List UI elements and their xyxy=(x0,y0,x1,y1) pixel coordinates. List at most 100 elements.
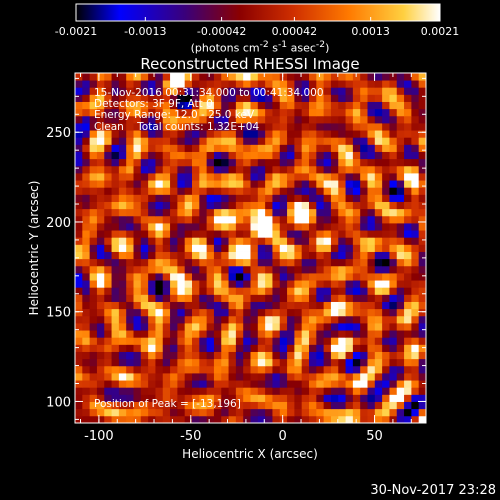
heatmap-pixel xyxy=(360,123,368,131)
heatmap-pixel xyxy=(206,287,215,295)
heatmap-pixel xyxy=(360,87,368,95)
heatmap-pixel xyxy=(272,165,281,174)
heatmap-pixel xyxy=(367,173,376,181)
heatmap-pixel xyxy=(301,387,310,395)
heatmap-pixel xyxy=(345,330,354,338)
heatmap-pixel xyxy=(118,365,127,374)
heatmap-pixel xyxy=(338,208,346,217)
colorbar-tick-labels: -0.0021 -0.0013 -0.00042 0.00042 0.0013 0.002… xyxy=(55,25,459,38)
heatmap-pixel xyxy=(316,251,325,260)
heatmap-pixel xyxy=(89,365,98,374)
heatmap-pixel xyxy=(96,408,105,417)
heatmap-pixel xyxy=(206,351,215,360)
heatmap-pixel xyxy=(330,394,339,402)
heatmap-pixel xyxy=(352,337,361,345)
heatmap-pixel xyxy=(140,130,149,138)
heatmap-pixel xyxy=(140,87,149,95)
heatmap-pixel xyxy=(155,165,164,174)
heatmap-pixel xyxy=(89,108,98,117)
heatmap-pixel xyxy=(235,237,244,245)
heatmap-pixel xyxy=(118,315,127,324)
heatmap-pixel xyxy=(367,208,376,217)
heatmap-pixel xyxy=(294,380,303,388)
heatmap-pixel xyxy=(82,387,91,395)
heatmap-pixel xyxy=(323,230,332,238)
heatmap-pixel xyxy=(170,265,178,274)
heatmap-pixel xyxy=(411,344,420,352)
heatmap-pixel xyxy=(184,201,193,210)
heatmap-pixel xyxy=(374,101,383,110)
heatmap-pixel xyxy=(309,287,317,295)
heatmap-pixel xyxy=(192,358,200,367)
heatmap-pixel xyxy=(192,223,200,231)
heatmap-pixel xyxy=(75,158,83,167)
heatmap-pixel xyxy=(118,394,127,402)
heatmap-pixel xyxy=(294,230,303,238)
heatmap-pixel xyxy=(382,123,390,131)
heatmap-pixel xyxy=(272,380,281,388)
heatmap-pixel xyxy=(279,173,288,181)
heatmap-pixel xyxy=(192,380,200,388)
heatmap-pixel xyxy=(404,130,412,138)
heatmap-pixel xyxy=(170,215,178,224)
heatmap-pixel xyxy=(287,187,295,195)
heatmap-pixel xyxy=(206,330,215,338)
heatmap-pixel xyxy=(279,251,288,260)
heatmap-pixel xyxy=(111,380,120,388)
heatmap-pixel xyxy=(192,287,200,295)
heatmap-pixel xyxy=(338,323,346,331)
heatmap-pixel xyxy=(345,380,354,388)
heatmap-pixel xyxy=(360,173,368,181)
heatmap-pixel xyxy=(323,351,332,360)
heatmap-pixel xyxy=(111,173,120,181)
heatmap-pixel xyxy=(199,373,208,381)
heatmap-pixel xyxy=(235,223,244,231)
heatmap-pixel xyxy=(374,108,383,117)
heatmap-pixel xyxy=(360,94,368,102)
heatmap-pixel xyxy=(360,158,368,167)
heatmap-pixel xyxy=(272,123,281,131)
heatmap-pixel xyxy=(162,280,171,288)
heatmap-pixel xyxy=(140,344,149,352)
heatmap-pixel xyxy=(89,358,98,367)
heatmap-pixel xyxy=(396,358,405,367)
heatmap-pixel xyxy=(148,230,156,238)
heatmap-pixel xyxy=(309,187,317,195)
heatmap-pixel xyxy=(126,387,134,395)
heatmap-pixel xyxy=(352,158,361,167)
heatmap-pixel xyxy=(184,144,193,152)
heatmap-pixel xyxy=(155,330,164,338)
heatmap-pixel xyxy=(272,315,281,324)
heatmap-pixel xyxy=(287,323,295,331)
heatmap-pixel xyxy=(301,308,310,317)
heatmap-pixel xyxy=(126,208,134,217)
heatmap-pixel xyxy=(323,108,332,117)
heatmap-pixel xyxy=(133,187,142,195)
heatmap-pixel xyxy=(404,337,412,345)
heatmap-pixel xyxy=(374,337,383,345)
heatmap-pixel xyxy=(162,194,171,202)
heatmap-pixel xyxy=(155,87,164,95)
heatmap-pixel xyxy=(75,351,83,360)
heatmap-pixel xyxy=(360,223,368,231)
heatmap-pixel xyxy=(213,130,222,138)
heatmap-pixel xyxy=(382,373,390,381)
heatmap-pixel xyxy=(235,215,244,224)
heatmap-pixel xyxy=(374,115,383,124)
heatmap-pixel xyxy=(287,337,295,345)
heatmap-pixel xyxy=(140,208,149,217)
heatmap-pixel xyxy=(330,244,339,252)
heatmap-pixel xyxy=(199,123,208,131)
heatmap-pixel xyxy=(104,130,112,138)
heatmap-pixel xyxy=(199,215,208,224)
heatmap-pixel xyxy=(257,294,266,302)
heatmap-pixel xyxy=(396,301,405,310)
heatmap-pixel xyxy=(316,151,325,160)
heatmap-pixel xyxy=(199,201,208,210)
heatmap-pixel xyxy=(352,144,361,152)
heatmap-pixel xyxy=(272,273,281,281)
heatmap-pixel xyxy=(89,123,98,131)
heatmap-pixel xyxy=(243,365,251,374)
heatmap-pixel xyxy=(257,380,266,388)
heatmap-pixel xyxy=(199,280,208,288)
